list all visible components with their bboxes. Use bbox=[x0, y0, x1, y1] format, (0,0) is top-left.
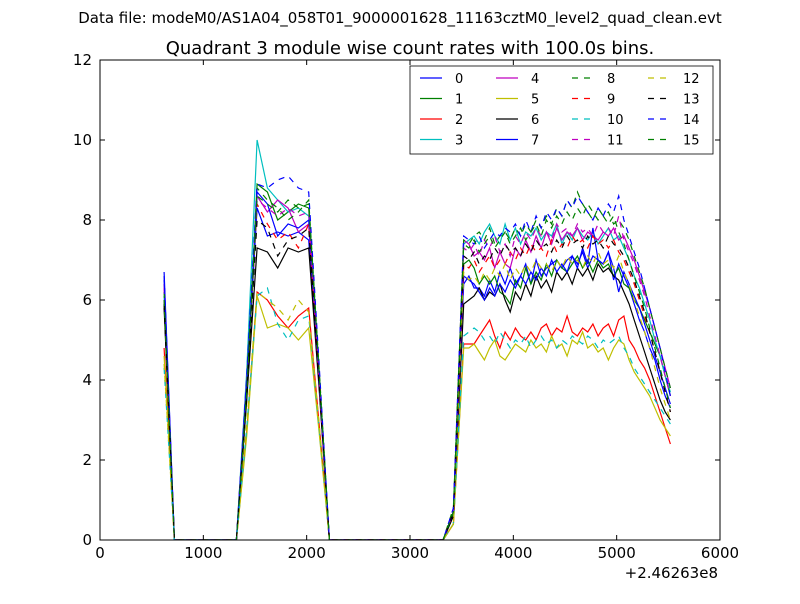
x-tick-label: 0 bbox=[95, 544, 105, 562]
series-line-0 bbox=[163, 207, 671, 540]
series-line-1 bbox=[163, 182, 671, 540]
series-line-3 bbox=[163, 139, 671, 540]
y-tick-label: 2 bbox=[82, 451, 92, 469]
legend-label-14: 14 bbox=[683, 113, 700, 128]
series-line-7 bbox=[163, 190, 671, 540]
legend-label-15: 15 bbox=[683, 134, 700, 149]
series-line-15 bbox=[163, 194, 671, 540]
legend-label-0: 0 bbox=[455, 72, 463, 87]
legend-label-10: 10 bbox=[607, 113, 624, 128]
series-line-2 bbox=[163, 290, 671, 540]
legend-label-8: 8 bbox=[607, 72, 615, 87]
axes-frame bbox=[99, 59, 721, 541]
y-tick-label: 0 bbox=[82, 531, 92, 549]
series-line-12 bbox=[163, 250, 671, 540]
legend-label-9: 9 bbox=[607, 93, 615, 108]
x-tick-label: 6000 bbox=[701, 544, 739, 562]
x-tick-label: 5000 bbox=[598, 544, 636, 562]
y-tick-label: 6 bbox=[82, 291, 92, 309]
legend-label-13: 13 bbox=[683, 93, 700, 108]
legend-label-3: 3 bbox=[455, 134, 463, 149]
y-tick-label: 4 bbox=[82, 371, 92, 389]
plot-area bbox=[163, 139, 671, 540]
legend-label-7: 7 bbox=[531, 134, 539, 149]
x-tick-label: 1000 bbox=[184, 544, 222, 562]
legend-label-2: 2 bbox=[455, 113, 463, 128]
legend-label-5: 5 bbox=[531, 93, 539, 108]
y-tick-label: 10 bbox=[73, 131, 92, 149]
series-line-6 bbox=[163, 247, 671, 540]
legend-label-12: 12 bbox=[683, 72, 700, 87]
series-line-9 bbox=[163, 201, 671, 540]
series-line-8 bbox=[163, 186, 671, 540]
series-line-5 bbox=[163, 295, 671, 540]
series-line-10 bbox=[163, 286, 671, 540]
figure-suptitle: Data file: modeM0/AS1A04_058T01_90000016… bbox=[78, 9, 722, 28]
x-tick-label: 3000 bbox=[391, 544, 429, 562]
legend-label-4: 4 bbox=[531, 72, 539, 87]
x-tick-label: 4000 bbox=[494, 544, 532, 562]
y-tick-label: 8 bbox=[82, 211, 92, 229]
series-line-13 bbox=[163, 218, 671, 540]
chart-title: Quadrant 3 module wise count rates with … bbox=[166, 38, 655, 59]
y-tick-label: 12 bbox=[73, 51, 92, 69]
legend-label-11: 11 bbox=[607, 134, 624, 149]
x-tick-label: 2000 bbox=[288, 544, 326, 562]
legend-label-1: 1 bbox=[455, 93, 463, 108]
x-offset-label: +2.46263e8 bbox=[625, 564, 718, 582]
series-line-14 bbox=[163, 175, 671, 540]
legend-label-6: 6 bbox=[531, 113, 539, 128]
